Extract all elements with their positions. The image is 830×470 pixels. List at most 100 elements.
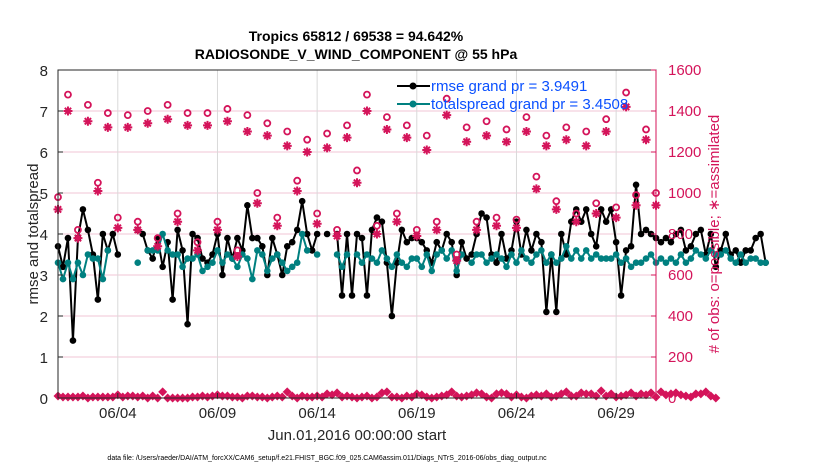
rmse-point [283,243,291,250]
obs-assimilated-00z-point [153,241,163,251]
obs-assimilated-00z-point [571,217,581,227]
obs-possible-00z-point [153,234,162,243]
obs-possible-12z-point [642,125,650,134]
obs-count-low-point [691,389,701,399]
obs-assimilated-00z-point [372,229,382,239]
obs-assimilated-12z-point [143,118,153,128]
rmse-point [667,238,675,246]
obs-possible-12z-point [163,100,172,109]
y2-tick-label: 1200 [668,144,701,161]
obs-assimilated-12z-point [163,114,173,124]
obs-possible-00z-point [74,225,82,234]
rmse-point [169,296,176,303]
obs-assimilated-12z-point [203,120,212,130]
totalspread-point [353,251,361,258]
obs-assimilated-00z-point [591,209,601,218]
obs-assimilated-00z-point [312,219,322,229]
rmse-point [234,234,241,242]
rmse-point [433,238,441,246]
rmse-point [293,226,301,234]
totalspread-point [144,247,151,254]
totalspread-point [298,230,306,238]
totalspread-point [473,251,480,258]
y2-tick-label: 0 [668,390,676,407]
totalspread-point [219,259,226,267]
rmse-point [458,238,465,246]
obs-possible-00z-point [472,217,481,226]
x-axis-label: Jun.01,2016 00:00:00 start [268,427,447,444]
obs-assimilated-12z-point [103,122,113,132]
obs-possible-12z-point [203,109,212,117]
totalspread-point [254,247,261,254]
obs-possible-00z-point [133,217,142,226]
rmse-point [538,238,545,246]
rmse-point [343,230,351,238]
rmse-point [64,234,72,242]
rmse-point [622,247,630,254]
x-tick-label: 06/04 [99,405,137,422]
rmse-point [189,230,196,238]
obs-possible-12z-point [582,127,591,136]
y2-tick-label: 1000 [668,185,701,202]
totalspread-point [89,255,97,262]
obs-assimilated-00z-point [432,225,442,235]
obs-count-low-point [58,392,68,402]
rmse-point [174,226,181,234]
totalspread-point [712,251,720,258]
rmse-point [682,247,690,254]
totalspread-series [54,230,769,283]
obs-assimilated-00z-point [492,221,502,231]
totalspread-point [513,259,520,267]
obs-assimilated-12z-point [581,141,591,151]
obs-count-low-point [596,386,606,396]
obs-assimilated-00z-point [73,233,83,243]
rmse-point [602,218,610,225]
rmse-point [582,206,590,213]
rmse-point [418,238,426,246]
totalspread-point [528,259,535,267]
legend-spread-marker [409,100,417,108]
totalspread-point [268,255,276,262]
rmse-point [742,247,749,254]
totalspread-point [572,247,580,254]
rmse-point [612,238,620,246]
rmse-point [617,292,625,299]
totalspread-point [293,259,301,267]
totalspread-point [747,255,754,262]
rmse-point [59,263,67,271]
obs-assimilated-00z-point [511,223,521,233]
totalspread-point [493,251,500,258]
obs-assimilated-12z-point [83,116,93,126]
totalspread-point [278,259,286,267]
rmse-point [463,255,470,262]
totalspread-point [169,251,176,258]
totalspread-point [388,263,396,271]
totalspread-point [418,263,426,271]
obs-assimilated-12z-point [402,133,412,143]
totalspread-point [333,251,341,258]
y-tick-label: 6 [40,145,48,162]
totalspread-point [687,255,695,262]
obs-assimilated-12z-point [621,102,631,112]
obs-assimilated-12z-point [541,141,551,151]
rmse-point [323,230,331,238]
y2-tick-label: 1600 [668,62,701,79]
totalspread-point [642,255,650,262]
rmse-point [443,230,451,238]
obs-possible-12z-point [542,131,551,140]
totalspread-point [657,255,665,262]
totalspread-point [423,251,431,258]
totalspread-point [637,259,645,267]
totalspread-point [368,255,376,262]
obs-count-low-point [581,389,591,399]
obs-possible-12z-point [442,94,451,103]
totalspread-point [189,255,196,262]
totalspread-point [338,263,346,271]
obs-possible-12z-point [103,109,112,117]
y-axis-ticks: 0 1 2 3 4 5 6 7 8 [40,63,63,408]
rmse-point [468,251,475,258]
totalspread-point [164,247,171,254]
rmse-point [398,226,406,234]
obs-assimilated-00z-point [272,221,282,231]
totalspread-point [697,251,705,258]
